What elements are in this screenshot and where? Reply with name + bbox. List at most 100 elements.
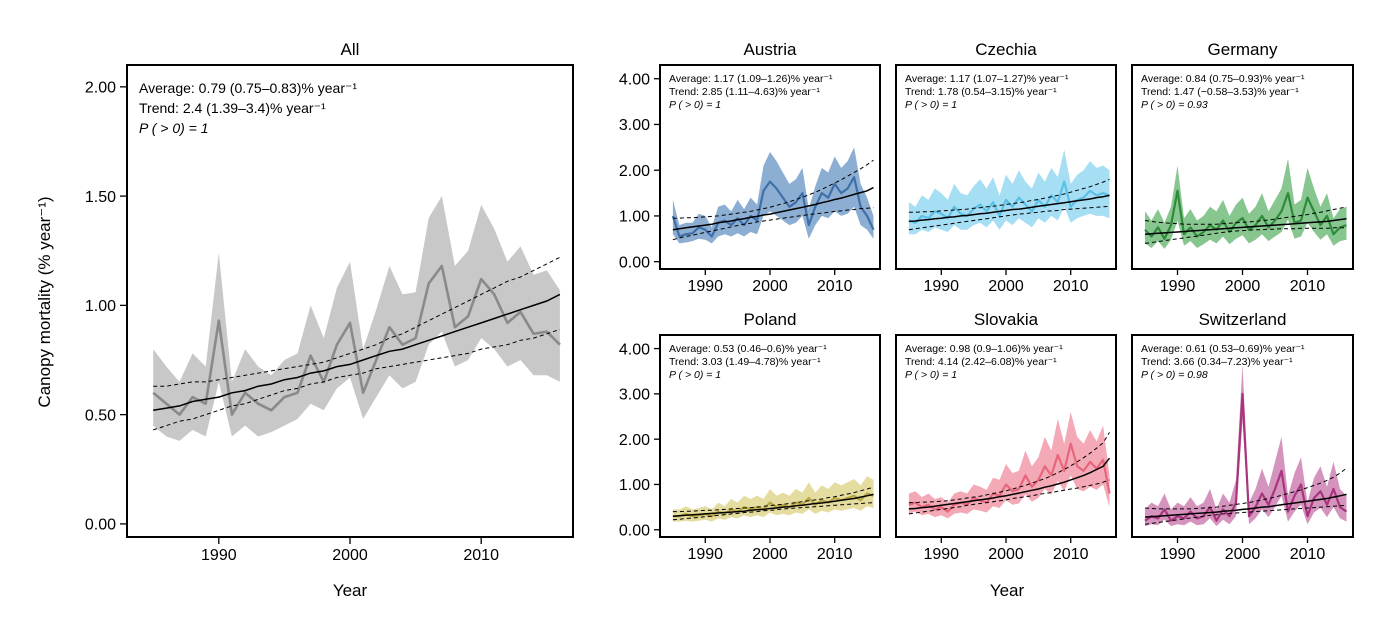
y-tick-label-all: 1.00 [85,298,116,315]
annotation-trend-czechia: Trend: 1.78 (0.54–3.15)% year⁻¹ [905,86,1057,98]
y-tick-label-poland: 2.00 [619,432,650,449]
x-tick-label-switzerland: 1990 [1160,546,1196,563]
annotation-average-germany: Average: 0.84 (0.75–0.93)% year⁻¹ [1141,73,1305,85]
annotation-prob-slovakia: P ( > 0) = 1 [905,369,957,381]
x-tick-label-all: 2010 [463,547,499,564]
trend-line-all [153,293,561,412]
trend-lower-line-switzerland [1144,504,1347,525]
trend-line-poland [672,493,874,517]
y-tick-label-austria: 4.00 [619,71,650,88]
x-tick-label-slovakia: 2010 [1053,546,1089,563]
y-tick-label-austria: 1.00 [619,209,650,226]
y-tick-label-poland: 1.00 [619,477,650,494]
x-tick-label-czechia: 2000 [988,278,1024,295]
annotation-average-switzerland: Average: 0.61 (0.53–0.69)% year⁻¹ [1141,343,1305,355]
annotation-prob-czechia: P ( > 0) = 1 [905,99,957,111]
panel-slovakia: Slovakia 1990 2000 2010 Average: 0.98 (0.9–1… [895,310,1117,563]
trend-line-czechia [908,194,1110,223]
panel-poland: Poland 0.00 1.00 2.00 3.00 4.00 1990 2000 2010 Av… [619,310,881,563]
annotation-trend-germany: Trend: 1.47 (−0.58–3.53)% year⁻¹ [1141,86,1299,98]
y-tick-label-poland: 3.00 [619,387,650,404]
annotation-prob-switzerland: P ( > 0) = 0.98 [1141,369,1208,381]
x-tick-label-austria: 2000 [752,278,788,295]
x-tick-label-slovakia: 1990 [923,546,959,563]
trend-line-switzerland [1144,493,1347,518]
y-tick-label-all: 2.00 [85,80,116,97]
y-tick-label-all: 1.50 [85,189,116,206]
panel-germany: Germany 1990 2000 2010 Average: 0.84 (0.75–0… [1131,40,1354,295]
annotation-trend-all: Trend: 2.4 (1.39–3.4)% year⁻¹ [139,100,326,116]
plot-area-austria [671,147,875,244]
uncertainty-band-germany [1145,158,1347,249]
trend-lower-line-slovakia [908,479,1110,515]
observed-line-slovakia [908,442,1111,513]
x-tick-label-all: 2000 [332,547,368,564]
uncertainty-band-all [153,196,560,441]
annotation-average-czechia: Average: 1.17 (1.07–1.27)% year⁻¹ [905,73,1069,85]
trend-upper-line-germany [1144,206,1347,225]
trend-lower-line-czechia [908,205,1110,231]
x-tick-label-germany: 2000 [1225,278,1261,295]
y-tick-label-poland: 0.00 [619,523,650,540]
annotation-prob-all: P ( > 0) = 1 [139,120,209,136]
plot-area-switzerland [1144,364,1348,527]
x-tick-label-germany: 1990 [1160,278,1196,295]
annotation-prob-austria: P ( > 0) = 1 [669,99,721,111]
panels: All 0.00 0.50 1.00 1.50 2.00 1990 2000 2010 Avera… [85,40,1354,564]
panel-title-austria: Austria [744,40,797,59]
panel-title-poland: Poland [744,310,797,329]
plot-area-slovakia [908,412,1111,519]
trend-lower-line-poland [672,502,874,521]
x-tick-label-all: 1990 [201,547,237,564]
observed-line-germany [1144,189,1347,240]
x-axis-label-right: Year [990,581,1025,600]
trend-lower-line-austria [672,207,874,241]
x-tick-label-germany: 2010 [1290,278,1326,295]
panel-austria: Austria 0.00 1.00 2.00 3.00 4.00 1990 2000 2010 A… [619,40,881,295]
x-tick-label-switzerland: 2010 [1290,546,1326,563]
plot-area-all [152,196,561,441]
trend-line-austria [672,186,874,231]
trend-lower-line-germany [1144,227,1347,244]
annotation-trend-slovakia: Trend: 4.14 (2.42–6.08)% year⁻¹ [905,356,1057,368]
x-tick-label-austria: 1990 [687,278,723,295]
x-tick-label-switzerland: 2000 [1225,546,1261,563]
uncertainty-band-poland [672,476,874,522]
y-tick-label-austria: 0.00 [619,254,650,271]
panel-czechia: Czechia 1990 2000 2010 Average: 1.17 (1.07–1… [895,40,1117,295]
panel-title-all: All [341,40,360,59]
trend-line-germany [1144,217,1347,235]
annotation-trend-poland: Trend: 3.03 (1.49–4.78)% year⁻¹ [669,356,821,368]
observed-line-all [152,264,561,416]
uncertainty-band-austria [672,147,874,244]
annotation-prob-germany: P ( > 0) = 0.93 [1141,99,1208,111]
annotation-average-poland: Average: 0.53 (0.46–0.6)% year⁻¹ [669,343,827,355]
panel-title-slovakia: Slovakia [974,310,1039,329]
y-tick-label-austria: 3.00 [619,117,650,134]
trend-upper-line-slovakia [908,432,1110,504]
x-tick-label-slovakia: 2000 [988,546,1024,563]
trend-upper-line-switzerland [1144,467,1347,510]
trend-upper-line-czechia [908,178,1110,213]
annotation-average-austria: Average: 1.17 (1.09–1.26)% year⁻¹ [669,73,833,85]
plot-area-germany [1144,158,1347,249]
x-tick-label-austria: 2010 [817,278,853,295]
x-tick-label-czechia: 1990 [923,278,959,295]
annotation-trend-switzerland: Trend: 3.66 (0.34–7.23)% year⁻¹ [1141,356,1293,368]
x-tick-label-czechia: 2010 [1053,278,1089,295]
y-tick-label-austria: 2.00 [619,163,650,180]
trend-line-slovakia [908,457,1111,510]
annotation-average-slovakia: Average: 0.98 (0.9–1.06)% year⁻¹ [905,343,1063,355]
y-axis-label: Canopy mortality (% year⁻¹) [35,196,54,407]
uncertainty-band-slovakia [908,412,1110,519]
y-tick-label-all: 0.50 [85,407,116,424]
annotation-trend-austria: Trend: 2.85 (1.11–4.63)% year⁻¹ [669,86,820,98]
trend-upper-line-poland [672,486,874,513]
y-tick-label-poland: 4.00 [619,341,650,358]
uncertainty-band-czechia [908,149,1110,235]
x-tick-label-poland: 2000 [752,546,788,563]
y-tick-label-all: 0.00 [85,517,116,534]
panel-switzerland: Switzerland 1990 2000 2010 Average: 0.61 (0.… [1131,310,1354,563]
annotation-average-all: Average: 0.79 (0.75–0.83)% year⁻¹ [139,80,357,96]
